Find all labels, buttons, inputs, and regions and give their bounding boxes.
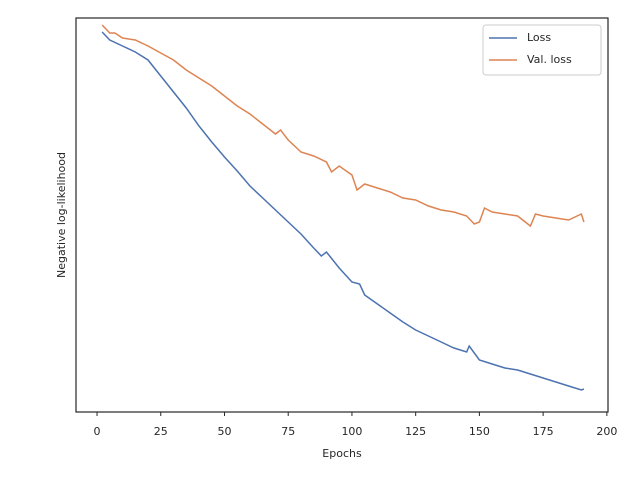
x-tick-label: 150 xyxy=(469,425,490,438)
x-tick-label: 25 xyxy=(154,425,168,438)
x-tick-label: 100 xyxy=(341,425,362,438)
line-series xyxy=(101,31,585,391)
legend-label: Loss xyxy=(527,31,551,44)
x-tick-label: 125 xyxy=(405,425,426,438)
plot-frame xyxy=(75,17,609,413)
line-series xyxy=(101,24,585,228)
x-tick-label: 50 xyxy=(217,425,231,438)
y-axis-label: Negative log-likelihood xyxy=(55,152,68,278)
legend-label: Val. loss xyxy=(527,53,572,66)
x-tick-label: 0 xyxy=(94,425,101,438)
x-tick-label: 175 xyxy=(533,425,554,438)
x-axis-label: Epochs xyxy=(322,447,362,460)
x-tick-label: 200 xyxy=(596,425,617,438)
x-tick-label: 75 xyxy=(281,425,295,438)
